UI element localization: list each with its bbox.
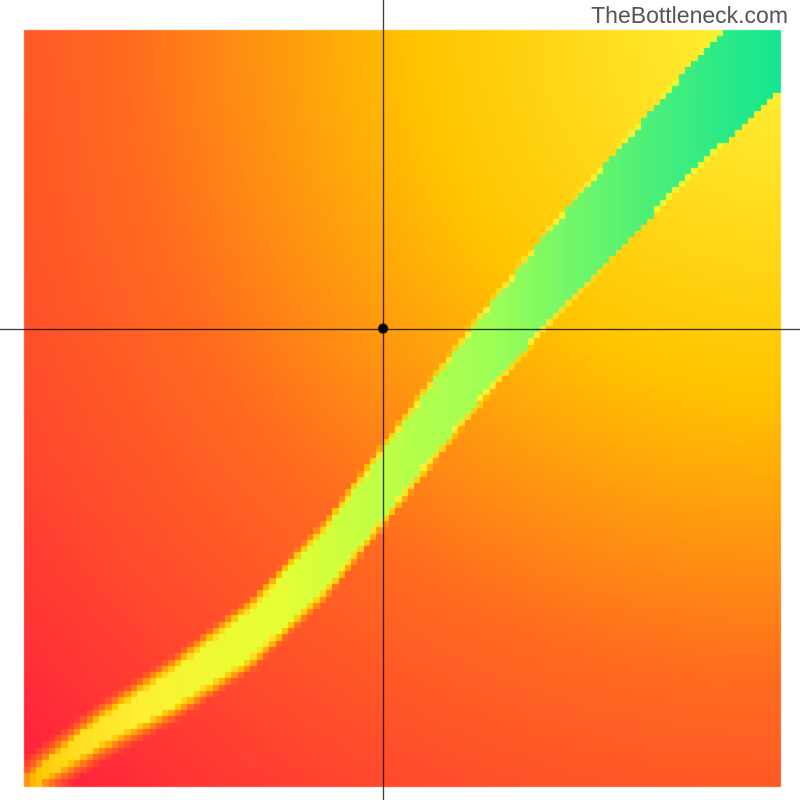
- chart-container: TheBottleneck.com: [0, 0, 800, 800]
- bottleneck-heatmap: [0, 0, 800, 800]
- attribution-text: TheBottleneck.com: [591, 2, 788, 29]
